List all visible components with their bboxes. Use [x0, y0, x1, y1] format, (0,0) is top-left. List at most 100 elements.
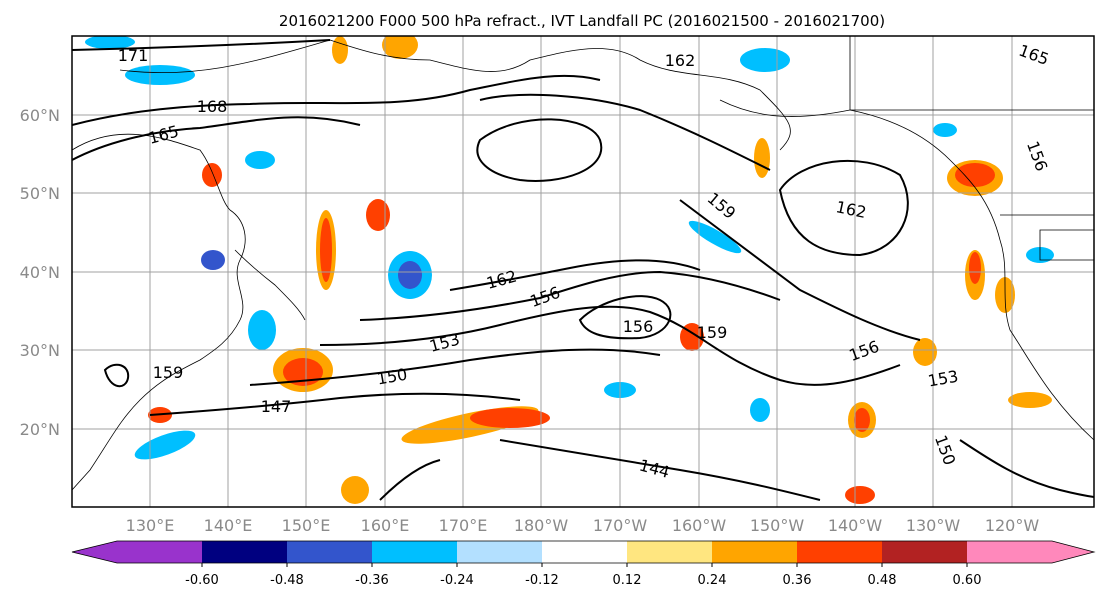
positive-anomaly-patch	[382, 36, 418, 59]
japan-coast	[234, 249, 306, 321]
map-frame	[71, 35, 1095, 508]
contour-label: 168	[197, 97, 228, 116]
contour-label: 159	[697, 323, 728, 342]
contour-156	[359, 270, 781, 321]
map-panel: 171 168 165 162 162 162 159 159 159 156 …	[71, 35, 1095, 508]
negative-anomaly-patch	[398, 261, 422, 289]
colorbar-tick-label: -0.48	[270, 573, 304, 588]
positive-anomaly-patch	[955, 163, 995, 187]
siberia-coast	[119, 39, 791, 151]
contour-closed-156	[578, 295, 672, 340]
lat-label: 30°N	[20, 341, 60, 360]
lon-label: 170°E	[439, 516, 488, 535]
map-title: 2016021200 F000 500 hPa refract., IVT La…	[279, 12, 885, 30]
positive-anomaly-patch	[320, 218, 332, 282]
negative-anomaly-patch	[740, 48, 790, 72]
lon-label: 160°E	[361, 516, 410, 535]
colorbar-tick-label: 0.48	[868, 573, 897, 588]
lon-label: 150°W	[750, 516, 805, 535]
colorbar-segment	[287, 541, 372, 563]
negative-anomaly-patch	[125, 65, 195, 85]
colorbar-tick-label: -0.60	[185, 573, 219, 588]
contour-165	[72, 116, 361, 161]
colorbar-tick-label: 0.36	[783, 573, 812, 588]
positive-anomaly-patch	[470, 408, 550, 428]
latitude-labels: 60°N 50°N 40°N 30°N 20°N	[20, 106, 60, 439]
lon-label: 140°W	[828, 516, 883, 535]
colorbar-segment	[202, 541, 287, 563]
positive-anomaly-patch	[202, 163, 222, 187]
colorbar-segment	[882, 541, 967, 563]
positive-anomaly-patch	[845, 486, 875, 504]
contour-153	[319, 305, 901, 386]
coastlines	[72, 36, 1094, 491]
colorbar-tick-label: -0.36	[355, 573, 389, 588]
contour-150b	[959, 439, 1094, 498]
colorbar-segment	[627, 541, 712, 563]
lon-label: 170°W	[593, 516, 648, 535]
negative-anomaly-patch	[248, 310, 276, 350]
lon-label: 130°E	[126, 516, 175, 535]
colorbar-segment	[967, 541, 1052, 563]
contour-label: 162	[665, 51, 696, 70]
colorbar-segment	[457, 541, 542, 563]
colorbar-tick-label: 0.12	[613, 573, 642, 588]
colorbar-tick-label: 0.24	[698, 573, 727, 588]
longitude-labels: 130°E 140°E 150°E 160°E 170°E 180°W 170°…	[126, 516, 1040, 535]
colorbar-segment	[797, 541, 882, 563]
contour-159	[679, 199, 921, 341]
positive-anomaly-patch	[366, 199, 390, 231]
lon-label: 150°E	[282, 516, 331, 535]
lat-label: 60°N	[20, 106, 60, 125]
contour-162c	[778, 159, 909, 257]
state-borders	[1039, 229, 1094, 261]
colorbar-ticks	[201, 563, 968, 567]
positive-anomaly-patch	[854, 408, 870, 432]
contour-label: 159	[153, 363, 184, 382]
contour-147	[149, 392, 521, 416]
positive-anomaly-patch	[1008, 392, 1052, 408]
negative-anomaly-patch	[245, 151, 275, 169]
colorbar-tick-label: -0.24	[440, 573, 474, 588]
positive-anomaly-patch	[332, 36, 348, 64]
contour-label: 171	[118, 46, 149, 65]
lon-label: 130°W	[906, 516, 961, 535]
positive-anomaly-patch	[969, 252, 981, 284]
lat-label: 40°N	[20, 263, 60, 282]
contour-south	[379, 459, 441, 501]
negative-anomaly-patch	[750, 398, 770, 422]
colorbar-outline	[71, 540, 1096, 564]
negative-anomaly-patch	[85, 36, 135, 49]
contour-label: 156	[623, 317, 654, 336]
positive-anomaly-patch	[341, 476, 369, 504]
lon-label: 160°W	[672, 516, 727, 535]
negative-anomaly-patch	[688, 220, 742, 254]
colorbar-segment	[372, 541, 457, 563]
graticule	[72, 36, 1094, 507]
colorbar-segment	[542, 541, 627, 563]
contour-closed-159	[476, 118, 603, 182]
lon-label: 140°E	[204, 516, 253, 535]
contour-162b	[449, 259, 701, 291]
negative-anomaly-patch	[201, 250, 225, 270]
asia-coast	[72, 133, 246, 491]
positive-anomaly-patch	[913, 338, 937, 366]
lat-label: 20°N	[20, 420, 60, 439]
contour-162a	[479, 93, 771, 171]
colorbar-segment	[712, 541, 797, 563]
canada-border	[849, 36, 1094, 111]
colorbar-segment	[1052, 541, 1094, 563]
positive-anomaly-patch	[754, 138, 770, 178]
contour-171	[72, 39, 331, 51]
north-america-coast	[719, 99, 1094, 441]
colorbar: -0.60 -0.48 -0.36 -0.24 -0.12 0.12 0.24 …	[71, 540, 1096, 588]
contour-label: 147	[261, 397, 292, 416]
contour-168	[72, 74, 601, 126]
contour-closed-159b	[103, 363, 130, 388]
refractivity-contours	[72, 39, 1094, 501]
colorbar-segment	[117, 541, 202, 563]
lon-label: 180°W	[514, 516, 569, 535]
contour-144	[499, 439, 821, 501]
contour-150	[249, 348, 661, 386]
lon-label: 120°W	[985, 516, 1040, 535]
